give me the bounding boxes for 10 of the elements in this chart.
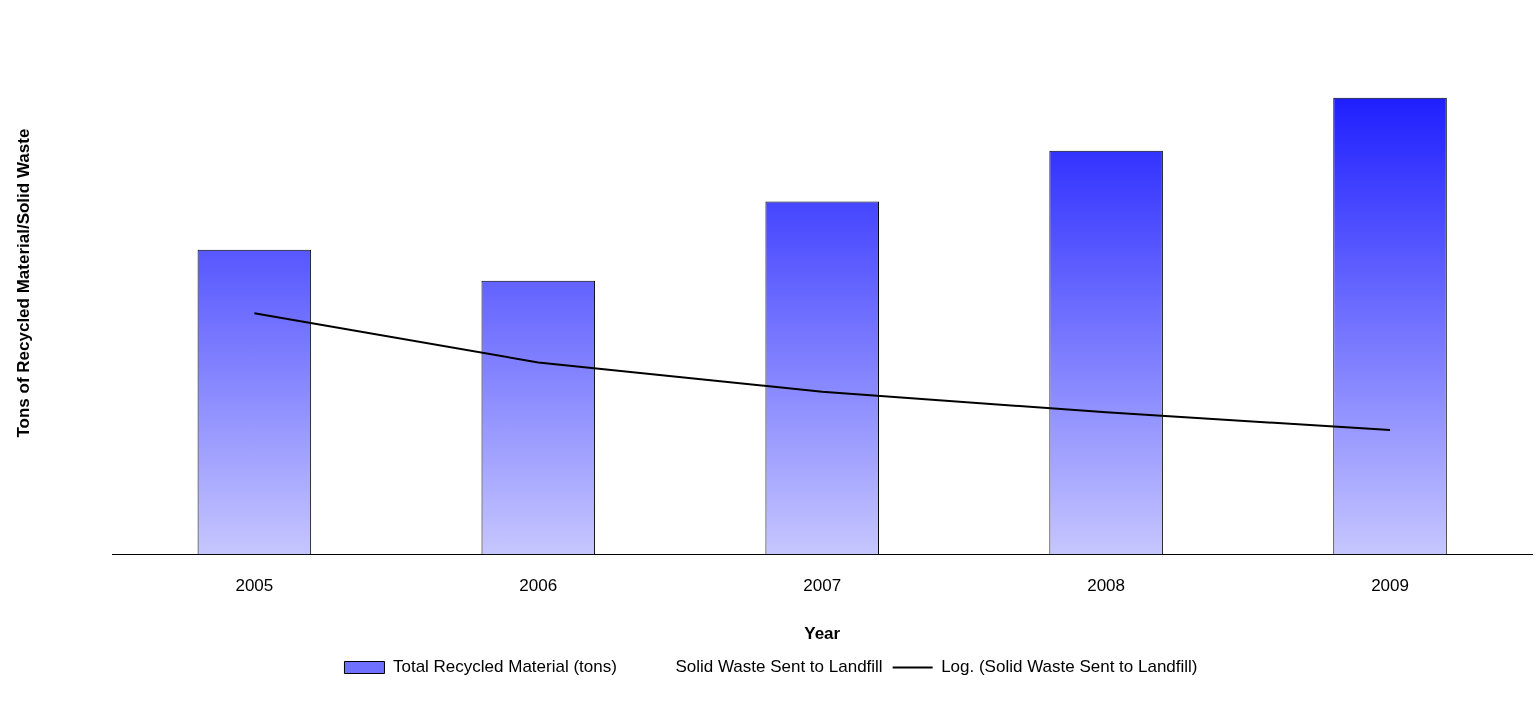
legend-label: Log. (Solid Waste Sent to Landfill) [941,657,1198,677]
x-axis-title: Year [804,624,841,644]
x-tick-label: 2009 [1371,576,1409,596]
x-tick-label: 2006 [519,576,558,596]
y-axis-title: Tons of Recycled Material/Solid Waste [13,128,33,438]
legend-label: Total Recycled Material (tons) [392,657,617,677]
x-tick-label: 2008 [1087,576,1126,596]
x-tick-label: 2005 [235,576,274,596]
text: Solid Waste Sent to Landfill [675,657,883,677]
x-tick-label: 2007 [803,576,842,596]
